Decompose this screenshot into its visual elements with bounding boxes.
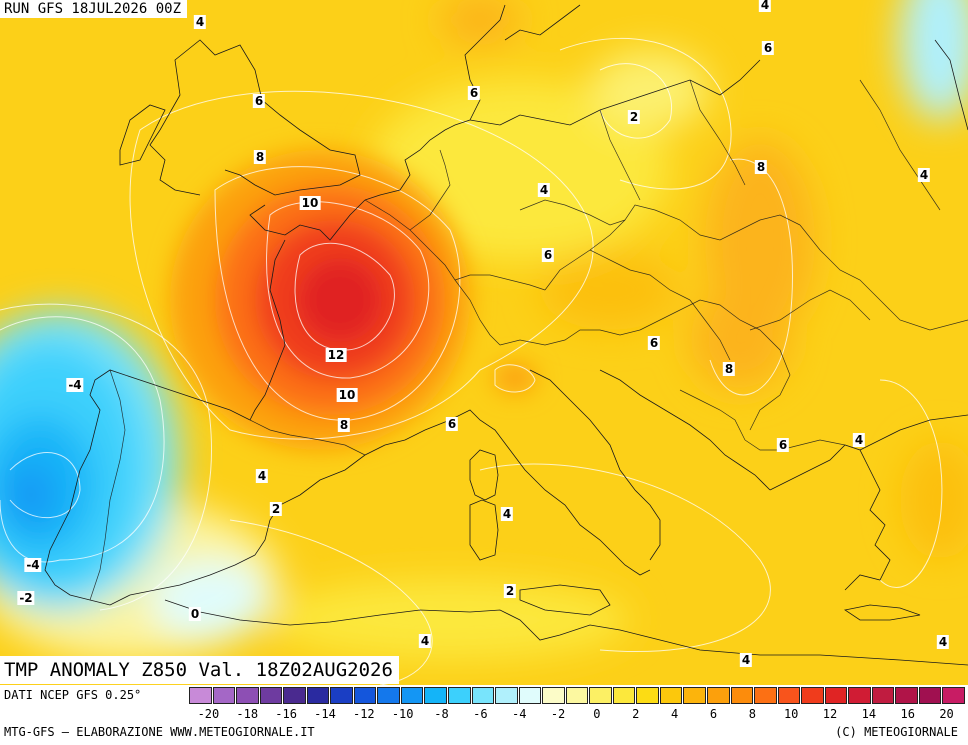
- legend-swatch: [283, 687, 306, 704]
- contour-value-label: 0: [188, 607, 202, 621]
- legend-swatch: [918, 687, 942, 704]
- contour-value-label: 4: [739, 653, 753, 667]
- legend-tick: -2: [550, 707, 566, 721]
- contour-value-label: 4: [936, 635, 950, 649]
- contour-value-label: 6: [467, 86, 481, 100]
- contour-value-label: 6: [776, 438, 790, 452]
- contour-value-label: 6: [445, 417, 459, 431]
- legend-swatch: [236, 687, 259, 704]
- legend-swatch: [589, 687, 612, 704]
- legend-swatch: [754, 687, 777, 704]
- credit-elaboration: MTG-GFS – ELABORAZIONE WWW.METEOGIORNALE…: [4, 725, 315, 739]
- legend-tick: 6: [709, 707, 718, 721]
- legend-swatch: [259, 687, 283, 704]
- warm-core: [170, 150, 537, 450]
- legend-tick-labels: -20 -18 -16 -14 -12 -10 -8 -6 -4 -2 0 2 4 6 8 10 12 14 16 2…: [189, 707, 966, 723]
- contour-value-label: 4: [255, 469, 269, 483]
- contour-value-label: 4: [917, 168, 931, 182]
- legend-swatch: [659, 687, 683, 704]
- contour-value-label: 4: [500, 507, 514, 521]
- legend-swatch: [895, 687, 918, 704]
- legend-swatch: [942, 687, 965, 704]
- legend-swatch: [636, 687, 659, 704]
- legend-swatch: [353, 687, 377, 704]
- legend-swatch: [565, 687, 589, 704]
- contour-value-label: 6: [647, 336, 661, 350]
- legend-swatch: [871, 687, 895, 704]
- contour-value-label: 2: [269, 502, 283, 516]
- map-title: TMP ANOMALY Z850 Val. 18Z02AUG2026: [0, 656, 399, 684]
- legend-swatch: [848, 687, 871, 704]
- coastlines: [44, 4, 968, 666]
- legend-tick: -10: [391, 707, 414, 721]
- legend-tick: -16: [275, 707, 297, 721]
- legend-color-bar: [189, 687, 966, 704]
- legend-swatch: [400, 687, 424, 704]
- legend-swatch: [189, 687, 212, 704]
- contour-value-label: 4: [758, 0, 772, 12]
- contour-value-label: 4: [537, 183, 551, 197]
- contour-value-label: 6: [252, 94, 266, 108]
- contour-value-label: -4: [66, 378, 84, 392]
- contour-value-label: 6: [541, 248, 555, 262]
- legend-swatch: [424, 687, 447, 704]
- contour-value-label: -4: [24, 558, 42, 572]
- legend-swatch: [801, 687, 824, 704]
- legend-tick: 10: [783, 707, 799, 721]
- data-source-label: DATI NCEP GFS 0.25°: [4, 688, 142, 702]
- legend-swatch: [518, 687, 542, 704]
- legend-swatch: [377, 687, 400, 704]
- run-info: RUN GFS 18JUL2026 00Z: [0, 0, 188, 18]
- legend-swatch: [306, 687, 330, 704]
- legend-swatch: [777, 687, 801, 704]
- legend-tick: -18: [236, 707, 259, 721]
- legend-swatch: [212, 687, 236, 704]
- legend-tick: -14: [314, 707, 336, 721]
- legend-tick: 4: [671, 707, 679, 721]
- legend-swatch: [542, 687, 565, 704]
- contour-value-label: 4: [418, 634, 432, 648]
- legend-tick: -4: [511, 707, 527, 721]
- legend-swatch: [330, 687, 353, 704]
- contour-value-label: 8: [337, 418, 351, 432]
- contour-value-label: 2: [627, 110, 641, 124]
- contour-value-label: 2: [503, 584, 517, 598]
- legend-tick: -6: [473, 707, 488, 721]
- contour-lines: [0, 37, 943, 685]
- legend-swatch: [495, 687, 518, 704]
- legend-tick: -20: [197, 707, 220, 721]
- legend-tick: -12: [352, 707, 375, 721]
- contour-value-label: 8: [722, 362, 736, 376]
- contour-value-label: 6: [761, 41, 775, 55]
- legend-tick: -8: [434, 707, 449, 721]
- legend-tick: 12: [822, 707, 838, 721]
- legend-swatch: [448, 687, 471, 704]
- legend-swatch: [730, 687, 754, 704]
- contour-value-label: 12: [325, 348, 347, 362]
- contour-value-label: 8: [754, 160, 768, 174]
- contour-value-label: 4: [852, 433, 866, 447]
- contour-value-label: 10: [336, 388, 358, 402]
- legend-swatch: [683, 687, 706, 704]
- color-legend: DATI NCEP GFS 0.25° -20 -18 -16 -14 -12 -10 -8…: [0, 685, 968, 745]
- legend-swatch: [471, 687, 495, 704]
- legend-swatch: [707, 687, 730, 704]
- contour-value-label: 8: [253, 150, 267, 164]
- legend-swatch: [824, 687, 848, 704]
- legend-tick: 0: [593, 707, 601, 721]
- legend-tick: 20: [939, 707, 954, 721]
- legend-tick: 8: [748, 707, 756, 721]
- contour-value-label: -2: [17, 591, 35, 605]
- legend-tick: 14: [861, 707, 877, 721]
- legend-swatch: [612, 687, 636, 704]
- temperature-anomaly-map: [0, 0, 968, 685]
- contour-value-label: 4: [193, 15, 207, 29]
- borders: [89, 79, 968, 601]
- contour-value-label: 10: [299, 196, 321, 210]
- copyright: (C) METEOGIORNALE: [835, 725, 958, 739]
- legend-tick: 2: [632, 707, 640, 721]
- legend-tick: 16: [900, 707, 915, 721]
